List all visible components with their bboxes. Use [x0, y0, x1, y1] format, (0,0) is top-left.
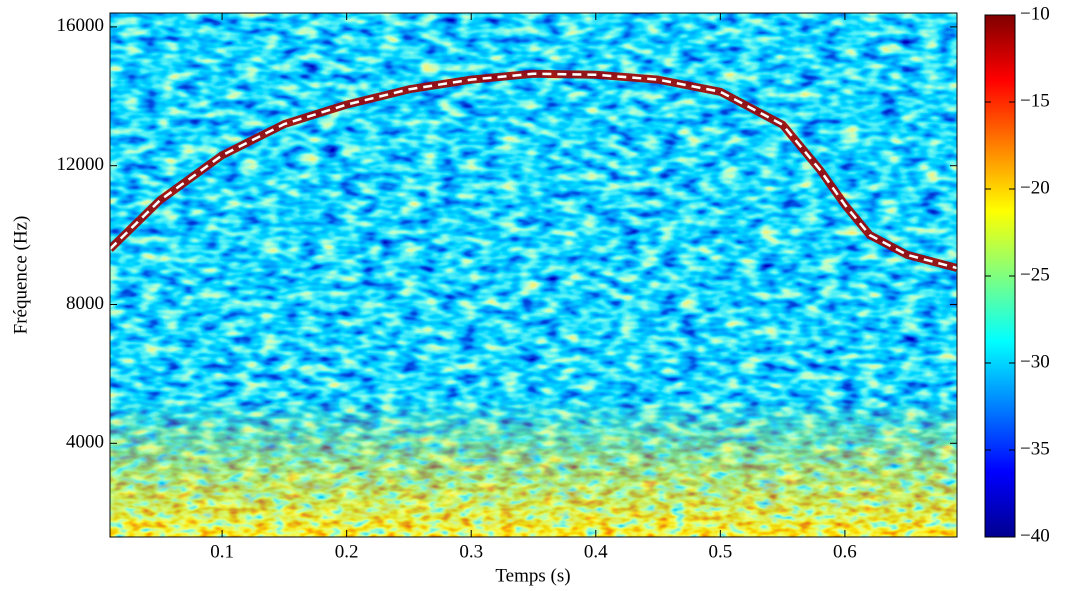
- y-tick-label: 4000: [66, 432, 104, 453]
- x-tick-label: 0.6: [833, 541, 857, 562]
- low-frequency-energy: [110, 400, 957, 537]
- colorbar-tick-label: −40: [1020, 525, 1050, 546]
- x-tick-label: 0.4: [584, 541, 608, 562]
- y-axis-label: Fréquence (Hz): [10, 216, 31, 335]
- y-tick-label: 12000: [57, 154, 105, 175]
- x-tick-label: 0.3: [459, 541, 483, 562]
- y-tick-label: 8000: [66, 293, 104, 314]
- x-axis-label: Temps (s): [495, 565, 570, 586]
- colorbar-tick-label: −20: [1020, 177, 1050, 198]
- colorbar-tick-label: −35: [1020, 438, 1050, 459]
- frequency-track: [110, 72, 957, 270]
- colorbar-tick-label: −15: [1020, 90, 1050, 111]
- y-tick-label: 16000: [57, 15, 105, 36]
- x-tick-label: 0.2: [335, 541, 359, 562]
- x-tick-label: 0.1: [210, 541, 234, 562]
- colorbar-tick-label: −30: [1020, 351, 1050, 372]
- colorbar-tick-label: −25: [1020, 264, 1050, 285]
- x-tick-label: 0.5: [708, 541, 732, 562]
- spectrogram-image: [110, 13, 957, 537]
- colorbar-tick-label: −10: [1020, 3, 1050, 24]
- plot-frame: [109, 12, 958, 538]
- tracks: [110, 69, 957, 272]
